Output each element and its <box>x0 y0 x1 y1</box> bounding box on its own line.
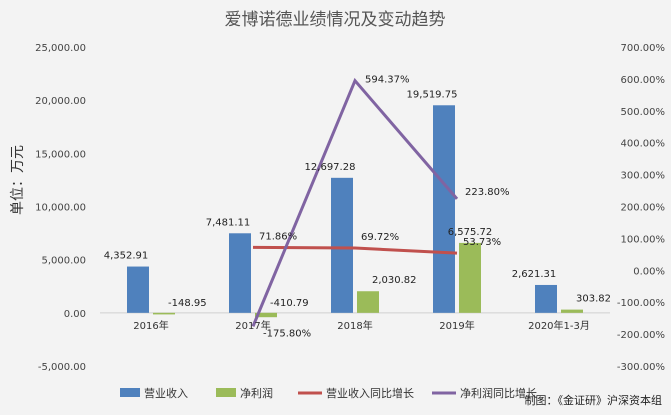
bar-value-label: -148.95 <box>168 298 207 309</box>
bar-value-label: 6,575.72 <box>448 227 493 238</box>
legend-label: 营业收入同比增长 <box>326 386 414 400</box>
legend: 营业收入 净利润 营业收入同比增长 净利润同比增长 <box>120 386 537 400</box>
bar-net-profit <box>357 291 379 313</box>
profit-growth-line <box>251 77 459 327</box>
bar-value-label: 4,352.91 <box>104 251 149 262</box>
y2-tick-label: -200.00% <box>617 330 665 341</box>
legend-swatch <box>216 388 236 397</box>
bar-data-labels: 4,352.91 7,481.11 12,697.28 19,519.75 2,621.… <box>104 89 611 309</box>
bar-net-profit <box>459 242 481 313</box>
y-tick-label: -5,000.00 <box>38 362 86 373</box>
y-axis-label: 单位：万元 <box>10 145 26 215</box>
bar-value-label: 2,621.31 <box>512 269 557 280</box>
bar-revenue <box>433 105 455 313</box>
line-value-label: -175.80% <box>263 328 311 339</box>
category-label: 2016年 <box>133 319 168 332</box>
y-tick-label: 20,000.00 <box>35 96 86 107</box>
y-tick-label: 5,000.00 <box>41 256 86 267</box>
y-axis-ticks: 25,000.00 20,000.00 15,000.00 10,000.00 5,00… <box>35 43 86 373</box>
bar-revenue <box>229 233 251 313</box>
y2-tick-label: 200.00% <box>621 203 666 214</box>
bar-revenue <box>535 284 557 313</box>
legend-label: 净利润 <box>240 386 273 400</box>
line-value-label: 594.37% <box>365 75 410 86</box>
line-value-label: 53.73% <box>463 237 501 248</box>
y-tick-label: 10,000.00 <box>35 203 86 214</box>
y2-tick-label: 600.00% <box>621 75 666 86</box>
y2-tick-label: 0.00% <box>633 266 665 277</box>
bar-value-label: -410.79 <box>270 298 309 309</box>
y2-tick-label: 700.00% <box>621 43 666 54</box>
category-label: 2019年 <box>439 319 474 332</box>
category-labels: 2016年 2017年 2018年 2019年 2020年1-3月 <box>133 319 590 332</box>
bar-value-label: 7,481.11 <box>206 217 251 228</box>
line-value-label: 71.86% <box>259 231 297 242</box>
y2-tick-label: 100.00% <box>621 234 666 245</box>
line-value-label: 69.72% <box>361 232 399 243</box>
category-label: 2020年1-3月 <box>528 319 590 332</box>
line-value-label: 223.80% <box>465 187 510 198</box>
y2-tick-label: 300.00% <box>621 171 666 182</box>
bar-series <box>127 105 583 318</box>
legend-swatch <box>120 388 140 397</box>
bar-revenue <box>331 177 353 313</box>
y-tick-label: 25,000.00 <box>35 43 86 54</box>
y-tick-label: 15,000.00 <box>35 149 86 160</box>
bar-revenue <box>127 266 149 313</box>
line-series <box>251 77 459 327</box>
bar-net-profit <box>255 312 277 318</box>
line-data-labels: 71.86% 69.72% 53.73% -175.80% 594.37% 223.80% <box>259 75 510 340</box>
bar-value-label: 2,030.82 <box>372 275 417 286</box>
bar-value-label: 303.82 <box>576 294 611 305</box>
category-label: 2018年 <box>337 319 372 332</box>
chart-title: 爱博诺德业绩情况及变动趋势 <box>225 10 446 30</box>
legend-label: 营业收入 <box>144 386 188 400</box>
bar-net-profit <box>153 312 175 315</box>
y2-tick-label: 500.00% <box>621 107 666 118</box>
y2-axis-ticks: 700.00% 600.00% 500.00% 400.00% 300.00% 200.0… <box>617 43 665 373</box>
category-label: 2017年 <box>235 319 270 332</box>
source-note: 制图：《金证研》沪深资本组 <box>525 393 663 407</box>
y2-tick-label: -100.00% <box>617 298 665 309</box>
y2-tick-label: -300.00% <box>617 362 665 373</box>
y2-tick-label: 400.00% <box>621 139 666 150</box>
legend-label: 净利润同比增长 <box>460 386 537 400</box>
y-tick-label: 0.00 <box>64 309 86 320</box>
bar-value-label: 19,519.75 <box>407 89 458 100</box>
bar-net-profit <box>561 309 583 313</box>
bar-value-label: 12,697.28 <box>305 162 356 173</box>
